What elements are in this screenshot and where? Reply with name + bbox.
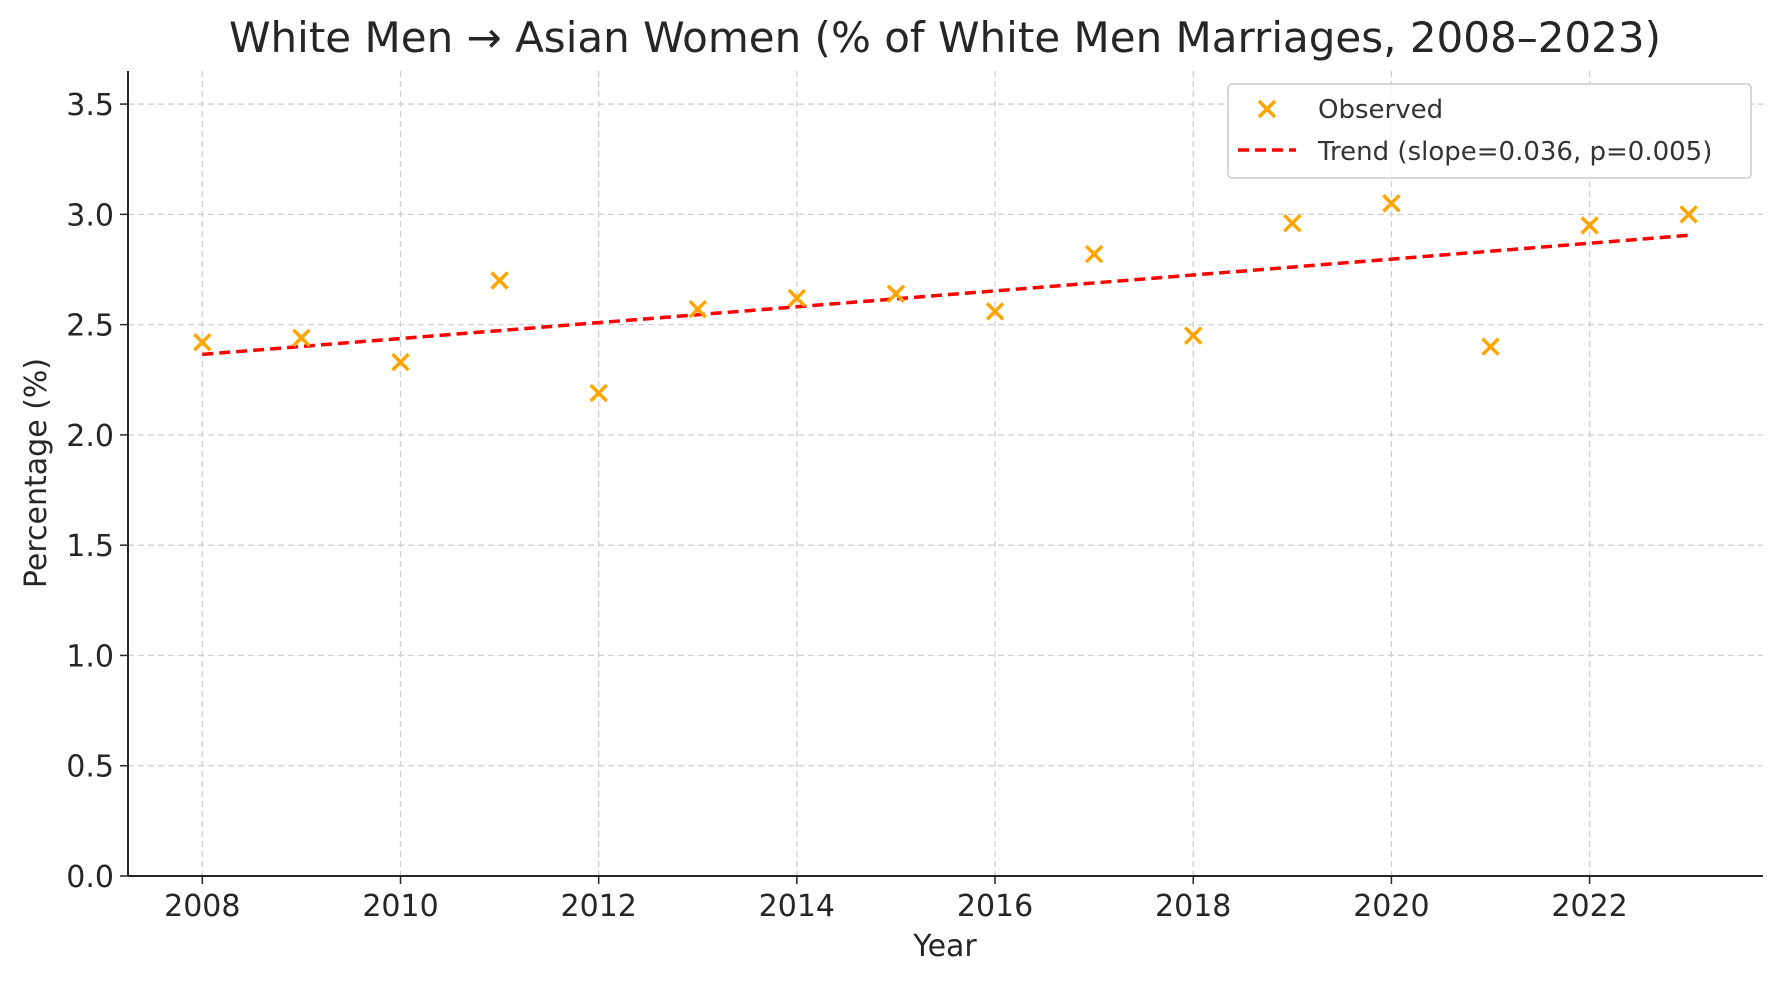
data-point [886, 284, 906, 303]
legend-x-marker [1257, 99, 1277, 119]
y-tick-label: 0.0 [66, 860, 114, 895]
x-tick-label: 2020 [1353, 889, 1429, 924]
x-axis-label: Year [912, 929, 977, 964]
grid-lines [128, 71, 1763, 877]
data-point [985, 302, 1005, 321]
data-point [193, 333, 212, 352]
data-point [1580, 216, 1599, 235]
data-point [1382, 194, 1401, 213]
legend-box [1227, 83, 1752, 179]
data-point [1283, 213, 1302, 233]
trend-line-series [202, 233, 1689, 357]
data-point [1183, 326, 1203, 345]
data-point [391, 352, 410, 372]
x-tick-label: 2014 [759, 889, 835, 924]
trend-line [202, 233, 1689, 357]
data-point [1679, 205, 1698, 224]
y-tick-label: 1.5 [66, 529, 114, 564]
y-tick-label: 2.5 [66, 309, 114, 344]
x-tick-label: 2008 [164, 889, 240, 924]
y-tick-label: 0.5 [66, 750, 114, 785]
legend-label-trend: Trend (slope=0.036, p=0.005) [1317, 137, 1712, 167]
legend: Observed Trend (slope=0.036, p=0.005) [1227, 83, 1752, 179]
data-point [787, 288, 807, 308]
x-tick-label: 2016 [957, 889, 1033, 924]
x-tick-label: 2010 [362, 889, 438, 924]
data-point [1084, 244, 1104, 264]
y-tick-label: 3.5 [66, 88, 114, 123]
x-axis-ticks: 2008 2010 2012 2014 2016 2018 2020 2022 [164, 876, 1628, 924]
data-point [1481, 337, 1500, 356]
data-point [490, 271, 509, 290]
x-tick-label: 2022 [1551, 889, 1627, 924]
y-tick-label: 1.0 [66, 639, 114, 674]
y-tick-label: 2.0 [66, 419, 114, 454]
y-axis-label: Percentage (%) [19, 358, 54, 588]
legend-marker-observed [1257, 99, 1277, 119]
chart-title: White Men → Asian Women (% of White Men … [229, 13, 1661, 62]
data-point [688, 299, 708, 319]
legend-label-observed: Observed [1318, 95, 1443, 125]
y-axis-ticks: 0.0 0.5 1.0 1.5 2.0 2.5 3.0 3.5 [66, 88, 128, 895]
axes [127, 71, 1763, 877]
x-tick-label: 2018 [1155, 889, 1231, 924]
observed-series [193, 194, 1698, 403]
x-tick-label: 2012 [561, 889, 637, 924]
data-point [589, 383, 608, 403]
y-tick-label: 3.0 [66, 198, 114, 233]
data-point [292, 328, 311, 348]
